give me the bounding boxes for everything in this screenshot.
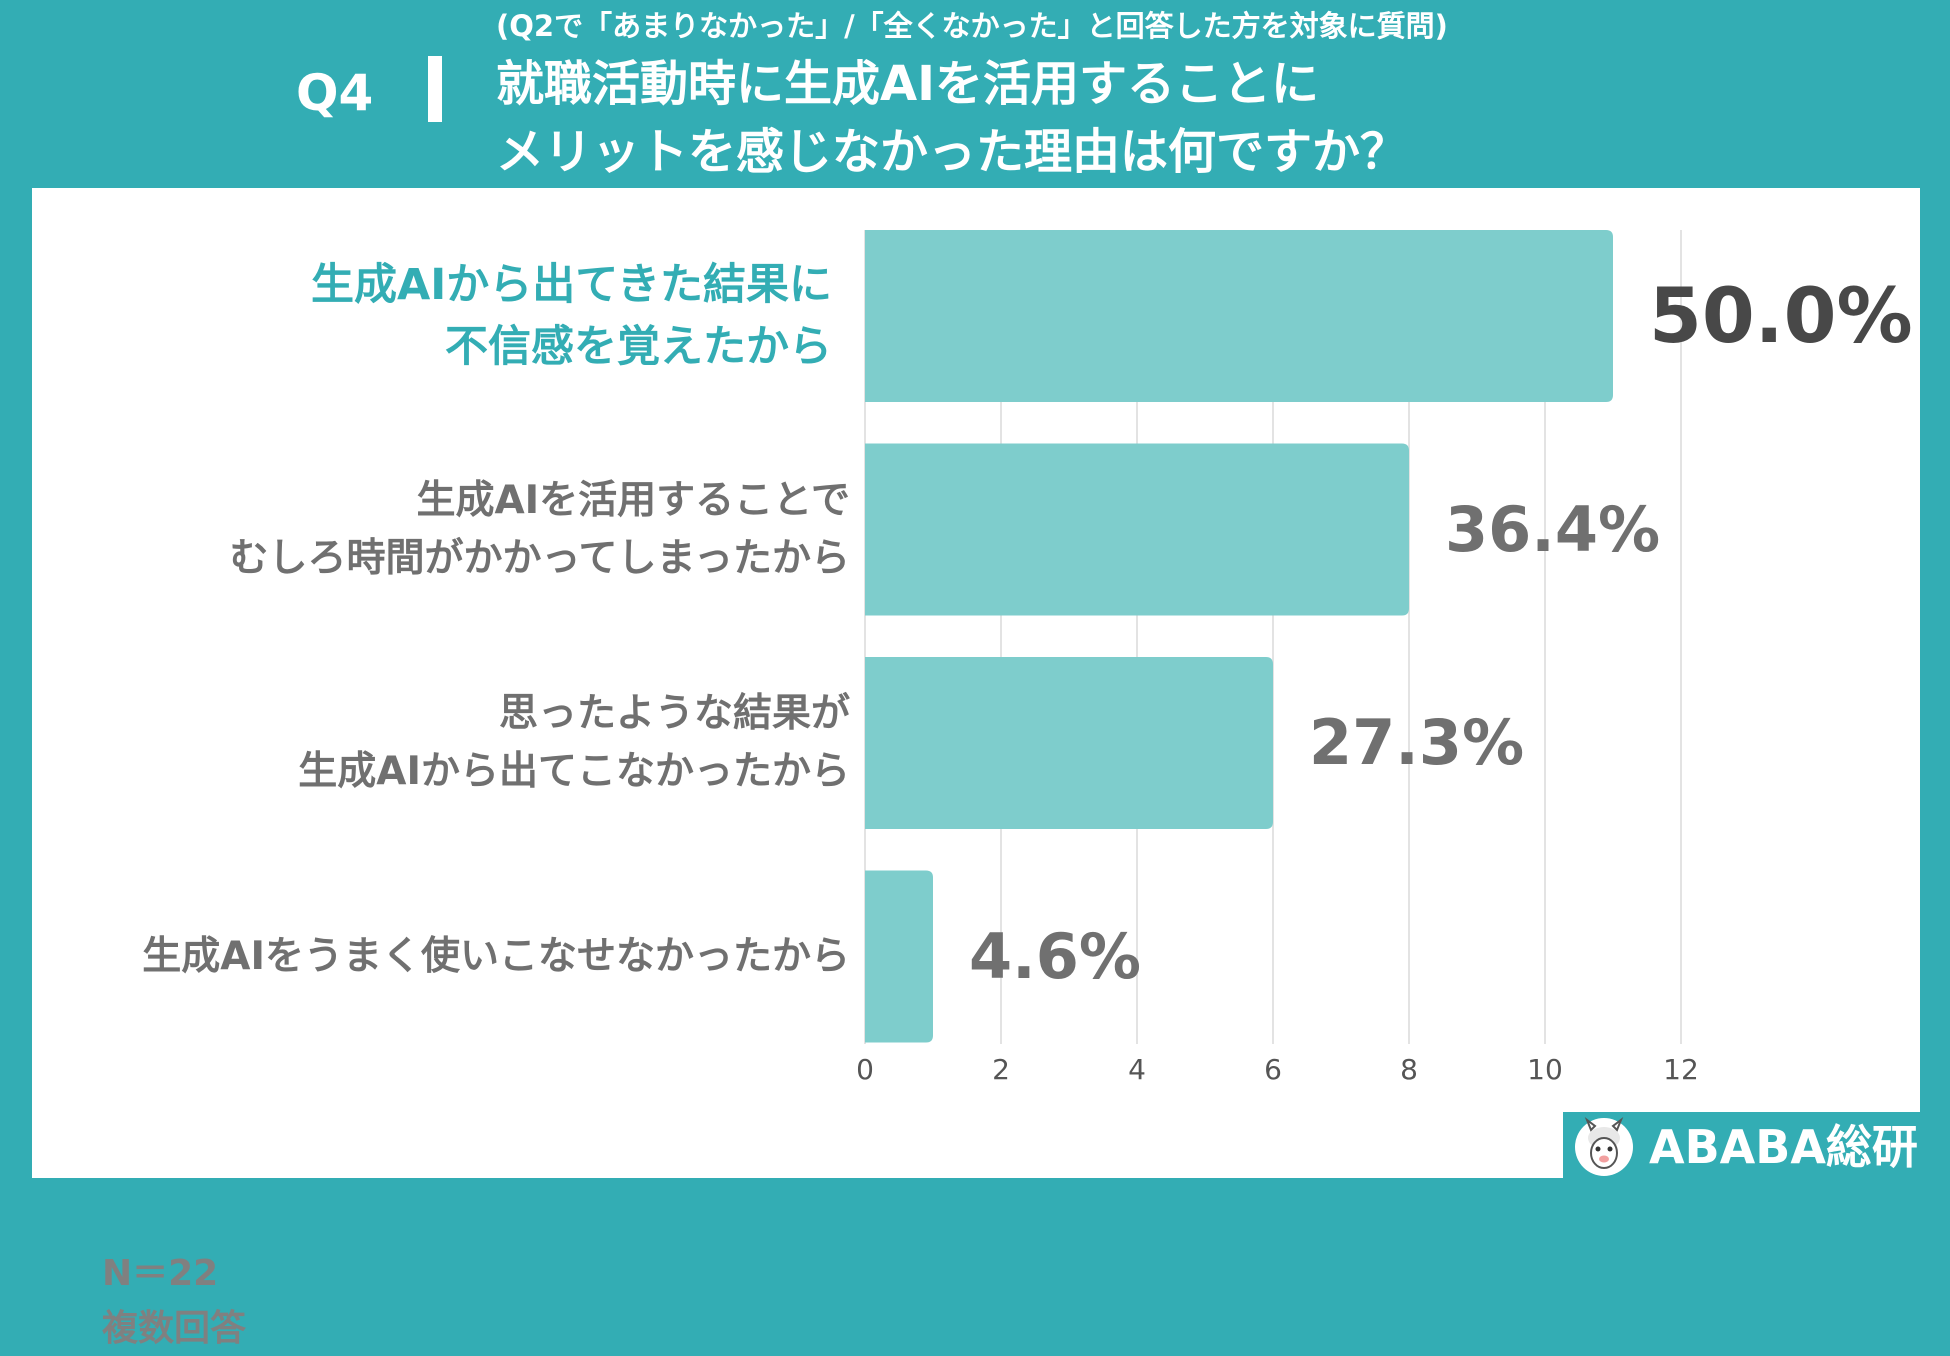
value-label-0: 50.0% xyxy=(1649,271,1913,360)
category-label-0: 生成AIから出てきた結果に不信感を覚えたから xyxy=(311,254,832,378)
x-tick-label: 2 xyxy=(992,1053,1010,1086)
bar-3 xyxy=(865,870,933,1043)
question-number: Q4 xyxy=(296,64,374,122)
multiple-answer-note: 複数回答 xyxy=(102,1308,247,1349)
value-label-2: 27.3% xyxy=(1309,706,1525,779)
bar-0 xyxy=(865,230,1613,402)
category-label-line: 生成AIから出てきた結果に xyxy=(311,260,832,310)
bar-1 xyxy=(865,443,1409,616)
question-title-line-2: メリットを感じなかった理由は何ですか？ xyxy=(496,124,1409,180)
category-label-line: 思ったような結果が xyxy=(498,691,850,736)
category-label-line: 生成AIから出てこなかったから xyxy=(298,749,850,794)
category-label-line: 生成AIをうまく使いこなせなかったから xyxy=(142,933,850,979)
category-label-line: 不信感を覚えたから xyxy=(445,322,832,372)
category-label-line: むしろ時間がかかってしまったから xyxy=(229,535,851,581)
x-tick-label: 8 xyxy=(1400,1053,1418,1086)
category-label-3: 生成AIをうまく使いこなせなかったから xyxy=(142,928,850,986)
category-label-line: 生成AIを活用することで xyxy=(416,477,850,523)
x-tick-label: 4 xyxy=(1128,1053,1146,1086)
chart-header: Q4 (Q2で「あまりなかった」/「全くなかった」と回答した方を対象に質問) 就… xyxy=(0,0,1950,185)
x-tick-label: 10 xyxy=(1527,1053,1563,1086)
chart-panel: 0 2 4 6 8 10 12 生成AIから出てきた結果に不信感を覚えたから 50.0% 生成AI… xyxy=(32,188,1920,1349)
alpaca-logo-icon xyxy=(1575,1117,1633,1176)
value-label-3: 4.6% xyxy=(969,919,1141,993)
sample-size: N＝22 xyxy=(102,1253,219,1294)
question-title-line-1: 就職活動時に生成AIを活用することに xyxy=(496,56,1320,112)
brand-name: ABABA総研 xyxy=(1649,1120,1918,1174)
x-tick-label: 12 xyxy=(1663,1053,1699,1086)
brand-badge: ABABA総研 xyxy=(1563,1112,1943,1182)
value-label-1: 36.4% xyxy=(1445,492,1661,566)
bar-2 xyxy=(865,657,1273,829)
bar-chart xyxy=(864,230,1682,1044)
category-label-2: 思ったような結果が生成AIから出てこなかったから xyxy=(298,685,850,801)
sample-note: N＝22 複数回答 xyxy=(102,1246,246,1356)
x-tick-label: 0 xyxy=(856,1053,874,1086)
category-label-1: 生成AIを活用することでむしろ時間がかかってしまったから xyxy=(230,472,851,588)
x-tick-label: 6 xyxy=(1264,1053,1282,1086)
header-divider xyxy=(428,56,442,122)
question-subtitle: (Q2で「あまりなかった」/「全くなかった」と回答した方を対象に質問) xyxy=(496,9,1448,43)
